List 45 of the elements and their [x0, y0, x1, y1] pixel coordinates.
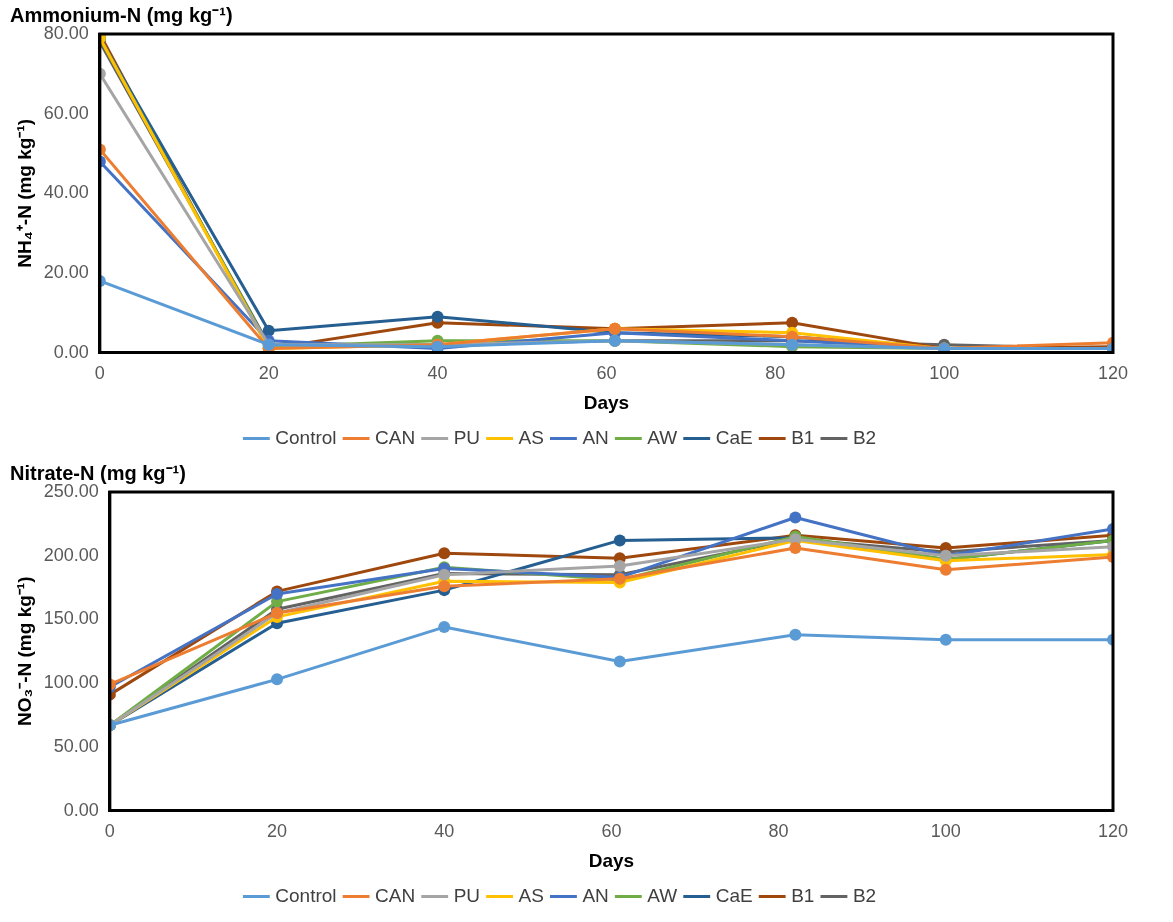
x-tick-label: 0 [94, 363, 105, 384]
y-tick-label: 0.00 [63, 799, 99, 820]
y-tick-label: 200.00 [43, 544, 99, 565]
legend-label: B1 [791, 426, 815, 448]
legend-label: Control [275, 884, 337, 906]
legend-label: PU [453, 426, 481, 448]
legend-label: CaE [715, 884, 753, 906]
y-tick-label: 40.00 [43, 182, 89, 203]
x-tick-label: 120 [1097, 363, 1129, 384]
y-tick-label: 60.00 [43, 102, 89, 123]
x-axis-title: Days [588, 849, 635, 871]
y-tick-label: 100.00 [43, 672, 99, 693]
legend-label: AN [582, 884, 609, 906]
x-tick-label: 20 [267, 821, 288, 842]
legend-label: B2 [852, 426, 877, 448]
x-axis-title: Days [583, 391, 630, 413]
legend-label: AS [518, 884, 544, 906]
legend-label: PU [453, 884, 481, 906]
legend-label: CaE [715, 426, 753, 448]
legend-label: B2 [852, 884, 877, 906]
x-tick-label: 60 [601, 821, 622, 842]
y-tick-label: 150.00 [43, 608, 99, 629]
legend-label: AS [518, 426, 544, 448]
y-tick-label: 0.00 [53, 341, 89, 362]
y-tick-label: 50.00 [53, 735, 99, 756]
x-tick-label: 40 [434, 821, 455, 842]
x-tick-label: 60 [596, 363, 617, 384]
y-tick-label: 20.00 [43, 261, 89, 282]
y-axis-title: NH₄⁺-N (mg kg⁻¹) [13, 118, 35, 268]
legend-label: B1 [791, 884, 815, 906]
x-tick-label: 40 [427, 363, 448, 384]
legend-label: CAN [375, 426, 416, 448]
x-tick-label: 80 [765, 363, 786, 384]
legend-label: Control [275, 426, 337, 448]
legend-label: AN [582, 426, 609, 448]
legend-label: AW [647, 884, 678, 906]
y-axis-title: NO₃⁻-N (mg kg⁻¹) [13, 576, 35, 727]
x-tick-label: 20 [258, 363, 279, 384]
x-tick-label: 100 [930, 821, 961, 842]
legend-label: AW [647, 426, 678, 448]
legend-label: CAN [375, 884, 416, 906]
x-tick-label: 120 [1097, 821, 1129, 842]
x-tick-label: 100 [929, 363, 960, 384]
x-tick-label: 80 [768, 821, 789, 842]
x-tick-label: 0 [104, 821, 115, 842]
